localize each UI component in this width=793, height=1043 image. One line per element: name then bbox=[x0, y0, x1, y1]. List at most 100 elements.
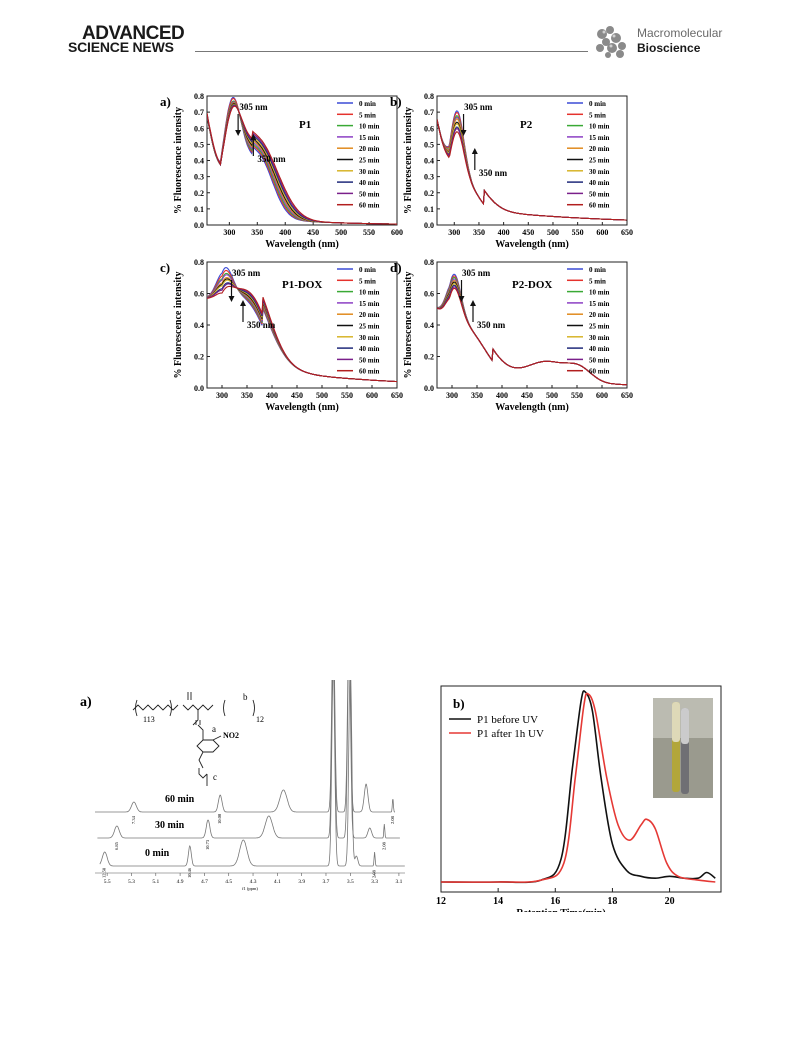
sample-label: P1-DOX bbox=[282, 279, 322, 291]
y-tick-label: 0.7 bbox=[424, 108, 434, 117]
x-tick-label: 14 bbox=[493, 896, 503, 907]
y-tick-label: 0.6 bbox=[194, 290, 204, 299]
fluorescence-panel-a: a)% Fluorescence intensity Wavelength (nm… bbox=[160, 92, 403, 250]
legend-entry: 60 min bbox=[589, 202, 610, 210]
x-tick-label: 650 bbox=[621, 228, 633, 237]
x-tick-label: 300 bbox=[223, 228, 235, 237]
arrow-up-head bbox=[470, 300, 476, 306]
legend: 0 min 5 min 10 min 15 min 20 min 25 min 30 min… bbox=[337, 266, 380, 376]
ppm-tick-label: 3.3 bbox=[371, 879, 378, 885]
y-tick-label: 0.5 bbox=[194, 140, 204, 149]
sample-label: P2-DOX bbox=[512, 279, 552, 291]
y-tick-label: 0.8 bbox=[194, 258, 204, 267]
x-tick-label: 600 bbox=[596, 228, 608, 237]
legend-entry: 50 min bbox=[359, 356, 380, 364]
x-tick-label: 450 bbox=[521, 391, 533, 400]
legend-entry: 10 min bbox=[359, 289, 380, 297]
legend: P1 before UV P1 after 1h UV bbox=[449, 714, 544, 740]
y-tick-label: 0.0 bbox=[194, 384, 204, 393]
ppm-axis-label: f1 (ppm) bbox=[242, 886, 258, 891]
y-tick-label: 0.6 bbox=[424, 290, 434, 299]
nmr-trace bbox=[95, 680, 395, 813]
legend: 0 min 5 min 10 min 15 min 20 min 25 min 30 min… bbox=[567, 100, 610, 210]
spectra-lines bbox=[437, 110, 627, 221]
legend-entry: 15 min bbox=[589, 300, 610, 308]
spectrum-line-60-min bbox=[437, 119, 627, 221]
annotation-350: 350 nm bbox=[479, 168, 508, 178]
x-tick-label: 600 bbox=[391, 228, 403, 237]
proton-label-a: a bbox=[212, 724, 216, 734]
integral-value: 10.00 bbox=[217, 813, 222, 824]
nmr-trace bbox=[97, 680, 400, 839]
panel-label: a) bbox=[160, 94, 171, 109]
legend-entry: 15 min bbox=[589, 134, 610, 142]
y-tick-label: 0.8 bbox=[424, 258, 434, 267]
x-axis-label: Wavelength (nm) bbox=[495, 239, 569, 250]
y-tick-label: 0.8 bbox=[194, 92, 204, 101]
y-tick-label: 0.4 bbox=[194, 157, 204, 166]
x-tick-label: 400 bbox=[496, 391, 508, 400]
integral-value: 2.08 bbox=[390, 815, 395, 824]
ppm-tick-label: 4.9 bbox=[177, 879, 184, 885]
legend-entry: 60 min bbox=[589, 368, 610, 376]
x-tick-label: 450 bbox=[291, 391, 303, 400]
legend-entry: 25 min bbox=[359, 323, 380, 331]
legend-entry: 30 min bbox=[589, 168, 610, 176]
legend-entry: 15 min bbox=[359, 300, 380, 308]
legend-entry: 60 min bbox=[359, 368, 380, 376]
x-axis-label: Wavelength (nm) bbox=[265, 402, 339, 413]
annotation-305: 305 nm bbox=[464, 102, 493, 112]
legend-entry: 5 min bbox=[589, 277, 606, 285]
annotation-305: 305 nm bbox=[239, 102, 268, 112]
x-axis-label: Wavelength (nm) bbox=[495, 402, 569, 413]
x-tick-label: 550 bbox=[572, 228, 584, 237]
legend-entry: 0 min bbox=[359, 100, 376, 108]
y-tick-label: 0.1 bbox=[424, 205, 434, 214]
x-tick-label: 550 bbox=[571, 391, 583, 400]
nmr-figure: a) 113 12 NO2 a b c 60 min 7.34 10.00 2.08 30 min 6.… bbox=[80, 680, 405, 891]
ppm-tick-label: 3.7 bbox=[323, 879, 330, 885]
x-tick-label: 500 bbox=[316, 391, 328, 400]
legend-entry: 40 min bbox=[589, 179, 610, 187]
annotation-305: 305 nm bbox=[462, 268, 491, 278]
x-tick-label: 650 bbox=[621, 391, 633, 400]
publisher-logo-line1: ADVANCED bbox=[82, 23, 185, 44]
y-tick-label: 0.2 bbox=[194, 353, 204, 362]
header-divider bbox=[195, 51, 588, 52]
spectrum-line-60-min bbox=[437, 287, 627, 386]
y-tick-label: 0.0 bbox=[424, 384, 434, 393]
time-label: 60 min bbox=[165, 794, 195, 805]
legend-entry: 10 min bbox=[589, 123, 610, 131]
ppm-tick-label: 3.1 bbox=[395, 879, 402, 885]
ppm-tick-label: 3.5 bbox=[347, 879, 354, 885]
page-header: ADVANCED SCIENCE NEWS Macromolecular Bio… bbox=[0, 0, 793, 70]
x-tick-label: 20 bbox=[665, 896, 675, 907]
legend-entry: 20 min bbox=[359, 145, 380, 153]
x-tick-label: 12 bbox=[436, 896, 446, 907]
journal-title-line2: Bioscience bbox=[637, 41, 701, 55]
arrow-down-head bbox=[228, 296, 235, 302]
spectrum-line-60-min bbox=[207, 105, 397, 225]
legend-entry: 50 min bbox=[589, 190, 610, 198]
annotation-350: 350 nm bbox=[247, 320, 276, 330]
ppm-tick-label: 5.3 bbox=[128, 879, 135, 885]
y-tick-label: 0.6 bbox=[194, 124, 204, 133]
x-tick-label: 350 bbox=[251, 228, 263, 237]
legend-entry: P1 before UV bbox=[477, 714, 538, 726]
legend-entry: 0 min bbox=[589, 100, 606, 108]
x-tick-label: 450 bbox=[307, 228, 319, 237]
fluorescence-panel-d: d)% Fluorescence intensity Wavelength (nm… bbox=[390, 258, 633, 413]
x-tick-label: 350 bbox=[471, 391, 483, 400]
spectrum-line-60-min bbox=[207, 285, 397, 383]
arrow-down-head bbox=[460, 130, 467, 136]
journal-title-line1: Macromolecular bbox=[637, 26, 723, 40]
legend-entry: 20 min bbox=[589, 311, 610, 319]
legend-entry: 60 min bbox=[359, 202, 380, 210]
y-tick-label: 0.0 bbox=[424, 221, 434, 230]
legend-entry: 0 min bbox=[589, 266, 606, 274]
panel-label: b) bbox=[390, 94, 402, 109]
legend-entry: 25 min bbox=[359, 157, 380, 165]
y-tick-label: 0.8 bbox=[424, 92, 434, 101]
x-tick-label: 500 bbox=[335, 228, 347, 237]
